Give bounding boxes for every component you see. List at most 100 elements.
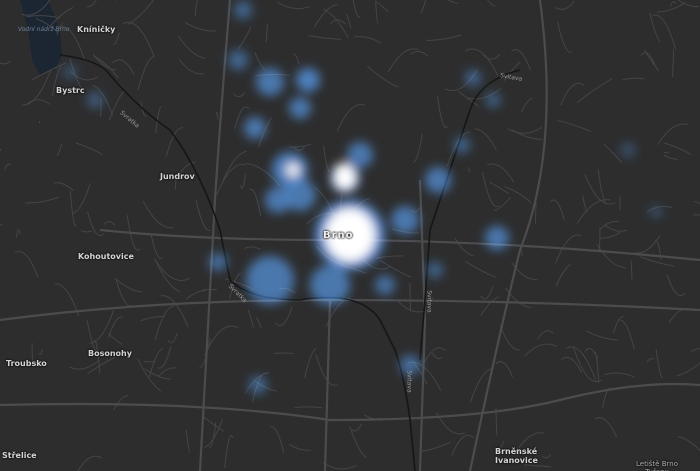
road xyxy=(380,260,412,278)
road xyxy=(640,52,657,68)
road xyxy=(524,343,558,357)
road xyxy=(622,77,645,81)
river-label-svitava-2: Svitava xyxy=(425,290,433,313)
road xyxy=(49,7,74,27)
road xyxy=(451,434,475,456)
road xyxy=(176,162,196,180)
road xyxy=(604,224,628,232)
road xyxy=(140,315,165,322)
road xyxy=(89,309,115,344)
road xyxy=(336,103,366,132)
road xyxy=(437,96,448,128)
road xyxy=(112,32,120,46)
road xyxy=(323,8,349,39)
place-jundrov: Jundrov xyxy=(160,172,195,181)
road xyxy=(475,128,497,151)
road xyxy=(431,352,443,359)
road xyxy=(560,82,585,106)
road xyxy=(51,66,62,97)
road xyxy=(255,316,262,329)
road xyxy=(672,49,675,78)
road xyxy=(421,441,451,452)
road xyxy=(657,2,686,13)
road xyxy=(198,338,211,369)
road xyxy=(367,65,399,88)
road xyxy=(103,221,116,227)
road xyxy=(467,88,502,100)
road xyxy=(177,35,206,59)
road xyxy=(601,387,611,409)
road xyxy=(77,455,103,471)
heat-point xyxy=(485,226,509,250)
place-letiste: Letiště Brno Tuřany xyxy=(636,460,678,471)
road xyxy=(72,183,91,215)
road xyxy=(495,441,505,454)
road xyxy=(154,305,175,341)
road xyxy=(480,285,494,300)
river-label-svitava-3: Svitava xyxy=(405,370,413,393)
road xyxy=(447,0,459,5)
heat-point xyxy=(391,206,419,234)
road xyxy=(208,421,217,448)
reservoir xyxy=(20,0,62,75)
place-kninicky: Kníničky xyxy=(77,25,116,34)
heat-point xyxy=(347,142,373,168)
road xyxy=(276,1,310,10)
road xyxy=(304,347,317,379)
road xyxy=(126,214,141,251)
road xyxy=(649,12,661,43)
road xyxy=(469,368,492,403)
road xyxy=(237,26,252,50)
road xyxy=(584,348,599,359)
road xyxy=(664,151,669,154)
road xyxy=(503,61,521,82)
road xyxy=(666,274,686,296)
heat-hotspot xyxy=(287,164,299,176)
road xyxy=(234,106,250,129)
road xyxy=(600,220,619,230)
road xyxy=(504,186,532,203)
road xyxy=(375,0,389,12)
road xyxy=(53,182,74,192)
road xyxy=(549,199,565,221)
road xyxy=(24,196,60,204)
heat-point xyxy=(427,262,443,278)
heat-point xyxy=(400,355,420,375)
road xyxy=(288,444,312,451)
road xyxy=(576,78,613,104)
heat-point xyxy=(465,70,481,86)
road xyxy=(464,48,499,77)
road xyxy=(167,332,178,343)
road xyxy=(202,288,207,292)
road xyxy=(232,92,246,98)
road xyxy=(630,260,633,280)
road xyxy=(480,296,500,316)
road xyxy=(270,426,285,453)
road xyxy=(137,358,162,392)
road xyxy=(244,246,261,250)
road xyxy=(487,0,496,7)
road xyxy=(294,406,323,409)
road xyxy=(178,58,205,75)
place-strelice: Střelice xyxy=(2,451,37,460)
place-bystrc: Bystrc xyxy=(56,86,85,95)
road xyxy=(25,99,51,106)
road xyxy=(599,231,621,239)
road xyxy=(458,91,479,107)
heat-point xyxy=(228,50,248,70)
road xyxy=(93,55,119,79)
road xyxy=(58,26,86,61)
road xyxy=(396,299,425,313)
road xyxy=(693,200,700,205)
road xyxy=(113,395,129,411)
road xyxy=(204,419,223,448)
road xyxy=(87,356,116,375)
road xyxy=(657,123,689,145)
road xyxy=(142,200,174,229)
heat-point xyxy=(375,275,395,295)
road xyxy=(215,111,219,120)
heat-point xyxy=(621,143,635,157)
road xyxy=(468,167,471,173)
